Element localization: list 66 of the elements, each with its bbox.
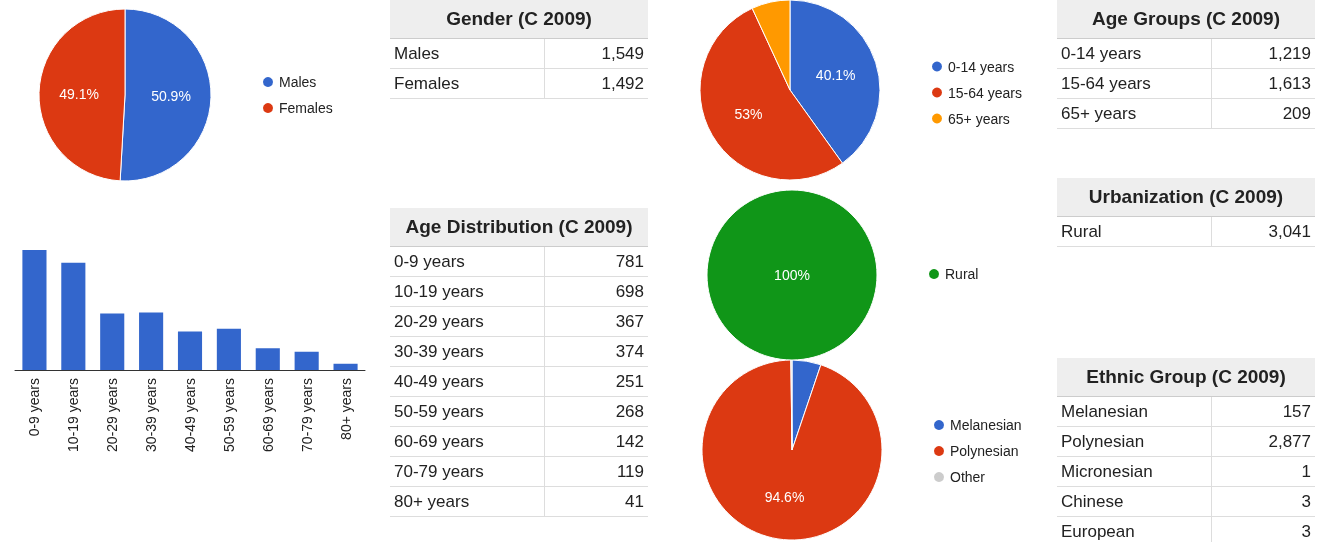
legend-label: Rural <box>945 266 979 282</box>
category-label: 0-14 years <box>1057 39 1212 68</box>
x-tick-label: 20-29 years <box>104 378 121 452</box>
data-label: 268 <box>614 401 645 423</box>
x-tick-label: 80+ years <box>337 378 354 440</box>
data-label: 157 <box>1281 401 1312 423</box>
data-label: 41 <box>624 491 645 513</box>
category-label: 15-64 years <box>1057 69 1212 98</box>
data-label: 251 <box>614 371 645 393</box>
category-label: 20-29 years <box>390 307 545 336</box>
data-label: 94.6% <box>764 489 805 506</box>
x-tick-label: 50-59 years <box>220 378 237 452</box>
legend-label: 15-64 years <box>948 84 1022 101</box>
category-label: Micronesian <box>1057 457 1212 486</box>
legend-label: Other <box>950 469 986 485</box>
data-label: 142 <box>614 431 645 453</box>
category-label: 10-19 years <box>390 277 545 306</box>
data-label: 3,041 <box>1267 221 1312 243</box>
data-label: 119 <box>615 461 645 483</box>
data-label: 2,877 <box>1267 431 1312 453</box>
category-label: Females <box>390 69 545 98</box>
x-tick-label: 0-9 years <box>26 378 43 437</box>
legend-label: 0-14 years <box>948 58 1015 75</box>
data-label: 3 <box>1300 491 1312 513</box>
legend-label: Males <box>279 74 317 90</box>
data-label: 209 <box>1281 103 1312 125</box>
legend-label: 65+ years <box>948 110 1010 127</box>
category-label: 65+ years <box>1057 99 1212 128</box>
category-label: 70-79 years <box>390 457 545 486</box>
category-label: 30-39 years <box>390 337 545 366</box>
data-label: 374 <box>614 341 645 363</box>
text: Urbanization (C 2009) <box>1057 178 1315 217</box>
data-label: 781 <box>614 251 645 273</box>
data-label: 698 <box>614 281 645 303</box>
x-tick-label: 10-19 years <box>65 378 82 452</box>
category-label: 0-9 years <box>390 247 545 276</box>
text: Age Groups (C 2009) <box>1057 0 1315 39</box>
data-label: 40.1% <box>815 67 856 84</box>
category-label: European <box>1057 517 1212 542</box>
data-label: 100% <box>774 267 810 283</box>
data-label: 50.9% <box>151 88 191 105</box>
category-label: 80+ years <box>390 487 545 516</box>
legend-label: Females <box>279 100 333 116</box>
category-label: Polynesian <box>1057 427 1212 456</box>
data-label: 1,492 <box>600 73 645 95</box>
legend-label: Polynesian <box>950 443 1019 459</box>
category-label: Chinese <box>1057 487 1212 516</box>
data-label: 1,613 <box>1267 73 1312 95</box>
data-label: 53% <box>734 106 763 123</box>
x-tick-label: 60-69 years <box>259 378 276 452</box>
text: Age Distribution (C 2009) <box>390 208 648 247</box>
text: Gender (C 2009) <box>390 0 648 39</box>
category-label: Rural <box>1057 217 1212 246</box>
category-label: Melanesian <box>1057 397 1212 426</box>
x-tick-label: 40-49 years <box>182 378 198 452</box>
data-label: 49.1% <box>59 85 99 102</box>
x-tick-label: 70-79 years <box>298 378 315 452</box>
text: Ethnic Group (C 2009) <box>1057 358 1315 397</box>
legend-label: Melanesian <box>950 417 1022 433</box>
x-tick-label: 30-39 years <box>143 378 160 452</box>
data-label: 3 <box>1300 521 1312 542</box>
data-label: 1,219 <box>1267 43 1312 65</box>
data-label: 1,549 <box>600 43 645 65</box>
data-label: 1 <box>1300 461 1312 483</box>
data-label: 367 <box>614 311 645 333</box>
category-label: Males <box>390 39 545 68</box>
